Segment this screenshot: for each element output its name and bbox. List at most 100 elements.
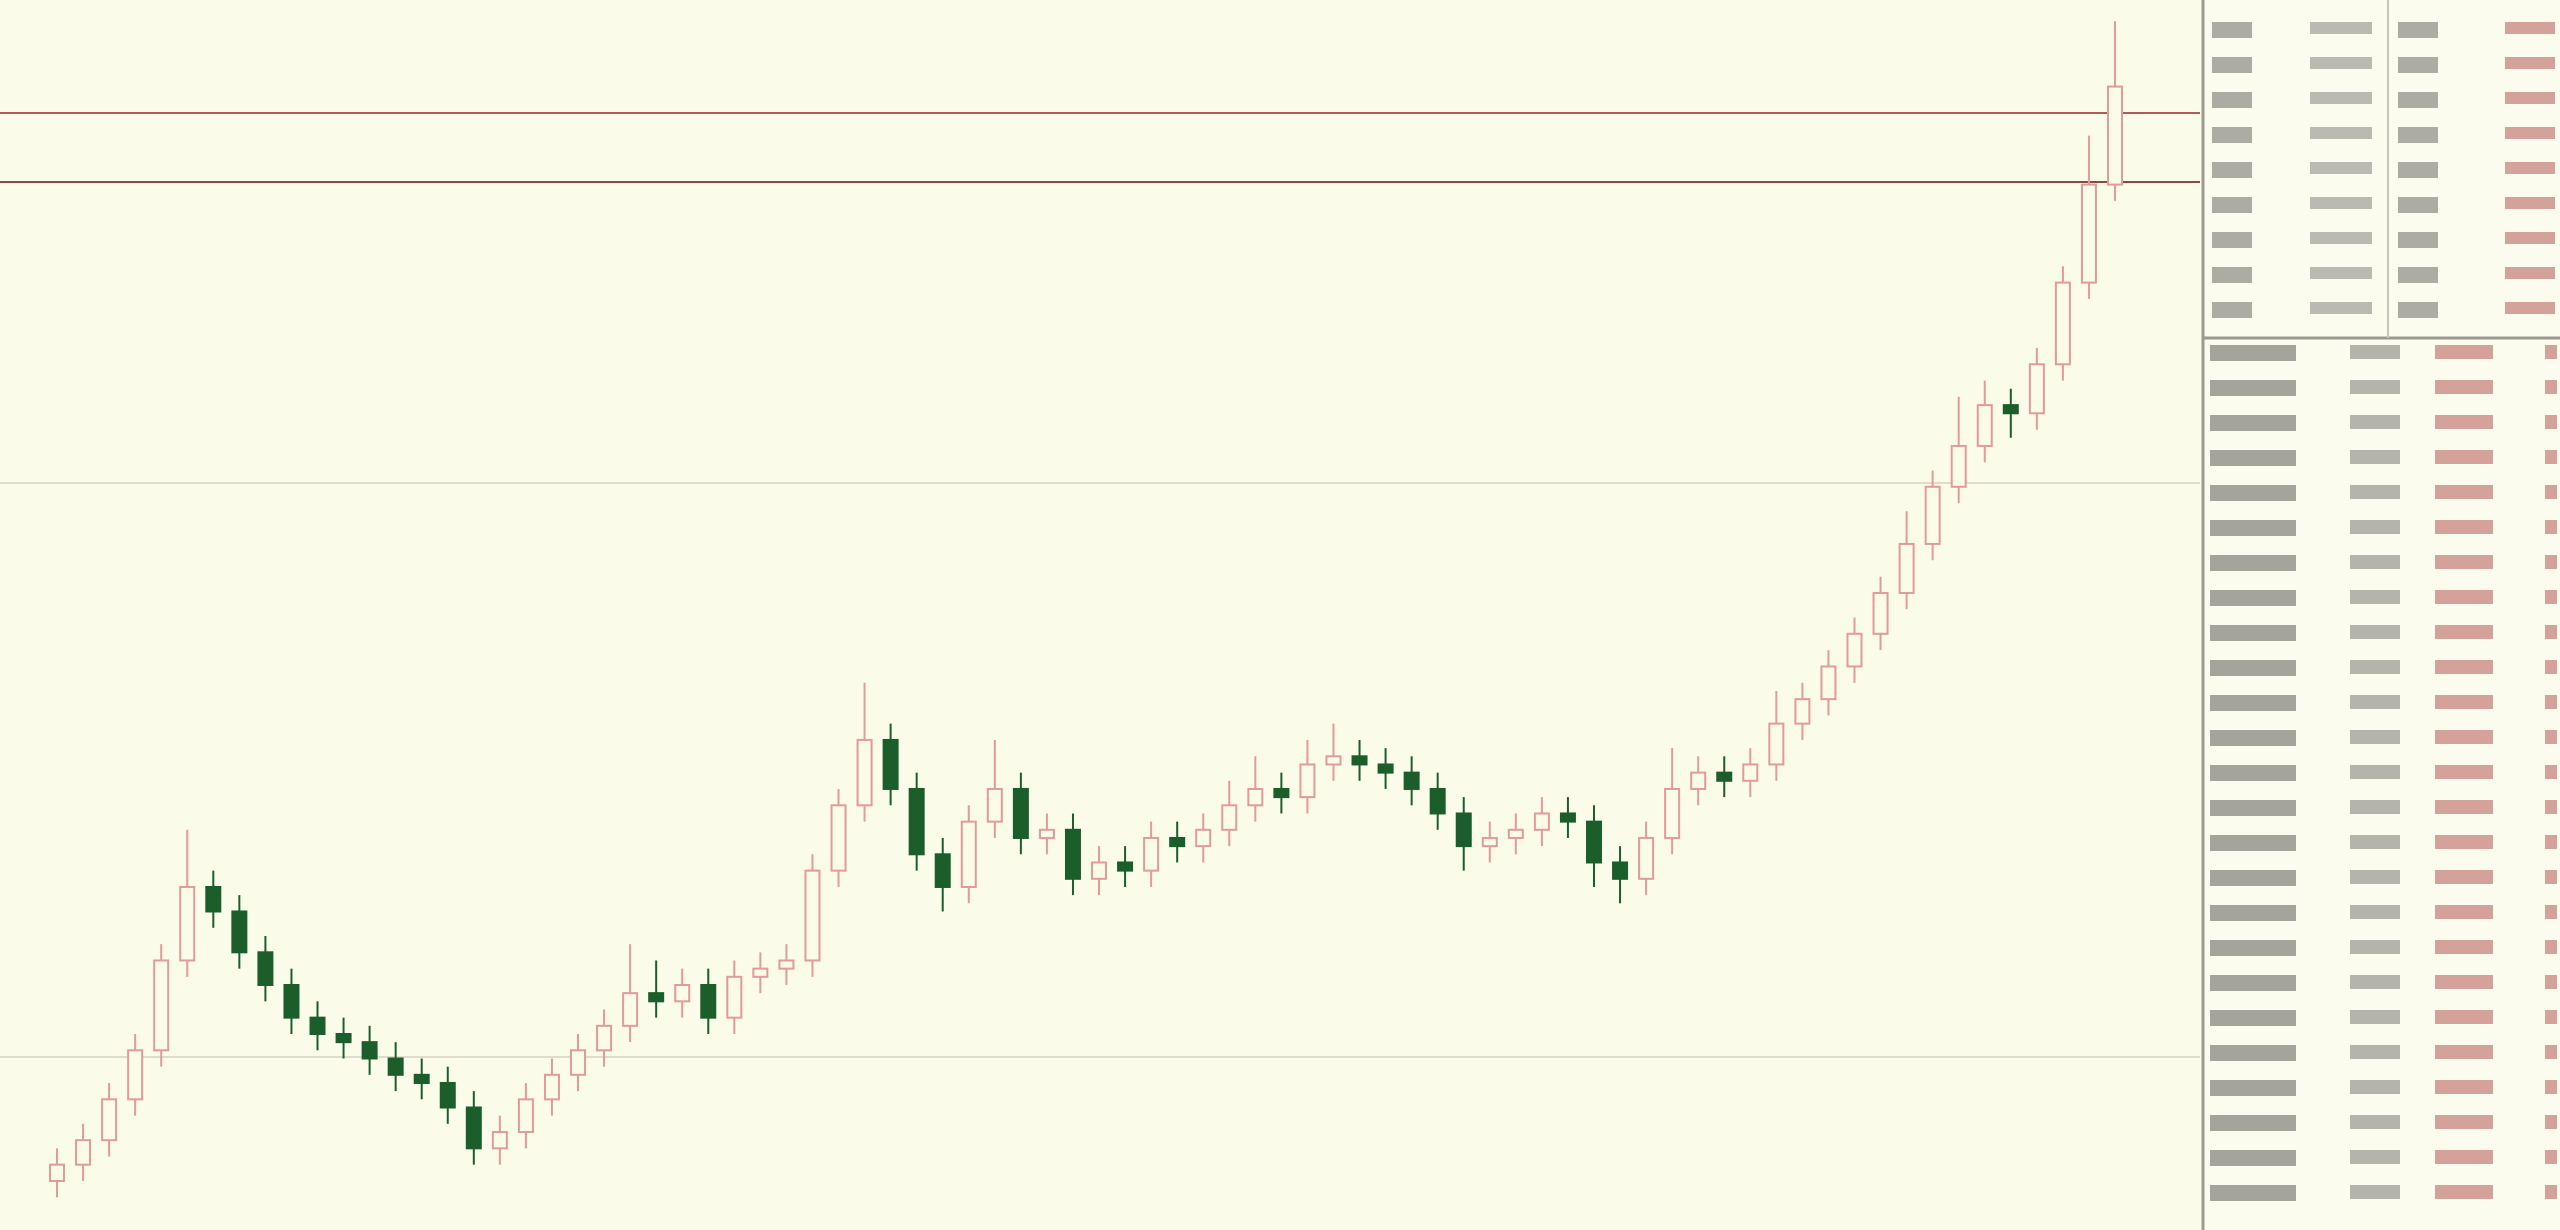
candle-body: [908, 787, 925, 856]
candle-body: [1664, 787, 1681, 839]
candle-body: [1742, 763, 1759, 782]
panel-cell: [2435, 345, 2493, 359]
panel-cell: [2210, 625, 2296, 641]
candle-body: [439, 1081, 456, 1109]
candle-body: [1455, 812, 1472, 848]
candle-body: [1898, 542, 1915, 594]
candle-body: [596, 1024, 613, 1052]
panel-cell: [2350, 1010, 2400, 1024]
panel-cell: [2545, 450, 2557, 464]
panel-cell: [2435, 905, 2493, 919]
panel-cell: [2350, 485, 2400, 499]
panel-cell: [2212, 267, 2252, 283]
panel-cell: [2545, 975, 2557, 989]
candle-body: [1950, 444, 1967, 488]
panel-cell: [2435, 380, 2493, 394]
candle-body: [622, 992, 639, 1027]
panel-cell: [2398, 232, 2438, 248]
panel-cell: [2435, 1185, 2493, 1199]
panel-cell: [2310, 57, 2372, 69]
panel-cell: [2212, 22, 2252, 38]
panel-cell: [2210, 380, 2296, 396]
panel-cell: [2435, 520, 2493, 534]
panel-cell: [2210, 765, 2296, 781]
panel-cell: [2350, 380, 2400, 394]
panel-cell: [2435, 555, 2493, 569]
candle-body: [465, 1106, 482, 1150]
panel-cell: [2545, 695, 2557, 709]
panel-cell: [2350, 940, 2400, 954]
candle-body: [75, 1139, 92, 1166]
panel-cell: [2398, 57, 2438, 73]
candle-body: [1429, 787, 1446, 815]
panel-cell: [2350, 1185, 2400, 1199]
candle-body: [778, 959, 795, 970]
panel-cell: [2435, 1080, 2493, 1094]
candle-body: [1143, 836, 1160, 872]
candle-body: [1716, 771, 1733, 782]
panel-cell: [2210, 520, 2296, 536]
panel-cell: [2435, 870, 2493, 884]
candle-body: [1690, 771, 1707, 790]
panel-cell: [2545, 940, 2557, 954]
panel-cell: [2210, 450, 2296, 466]
candle-body: [1507, 828, 1524, 839]
candle-body: [1924, 485, 1941, 545]
panel-cell: [2545, 765, 2557, 779]
candle-body: [1169, 836, 1186, 848]
candle-body: [1012, 787, 1029, 839]
candle-body: [283, 983, 300, 1019]
panel-cell: [2545, 625, 2557, 639]
panel-cell: [2310, 302, 2372, 314]
panel-cell: [2350, 765, 2400, 779]
panel-cell: [2210, 870, 2296, 886]
candle-body: [1325, 755, 1342, 766]
candle-body: [960, 820, 977, 888]
panel-cell: [2435, 800, 2493, 814]
panel-cell: [2545, 1010, 2557, 1024]
panel-cell: [2505, 232, 2555, 244]
panel-cell: [2350, 450, 2400, 464]
panel-cell: [2350, 520, 2400, 534]
candle-body: [986, 787, 1003, 823]
candle-body: [856, 738, 873, 807]
panel-cell: [2435, 975, 2493, 989]
panel-cell: [2210, 1185, 2296, 1201]
panel-cell: [2210, 800, 2296, 816]
candle-body: [648, 992, 665, 1003]
panel-cell: [2505, 302, 2555, 314]
side-panel: [2200, 0, 2560, 1230]
candle-body: [726, 975, 743, 1019]
panel-cell: [2350, 695, 2400, 709]
candle-body: [1638, 836, 1655, 880]
panel-cell: [2398, 267, 2438, 283]
candle-body: [674, 983, 691, 1003]
candle-body: [700, 983, 717, 1019]
candle-body: [2002, 404, 2019, 415]
panel-cell: [2210, 1115, 2296, 1131]
panel-cell: [2212, 57, 2252, 73]
panel-cell: [2435, 1010, 2493, 1024]
panel-cell: [2545, 590, 2557, 604]
panel-cell: [2398, 197, 2438, 213]
panel-cell: [2310, 127, 2372, 139]
panel-cell: [2210, 345, 2296, 361]
candle-body: [1351, 755, 1368, 766]
panel-cell: [2545, 345, 2557, 359]
panel-cell: [2212, 302, 2252, 318]
panel-cell: [2210, 485, 2296, 501]
panel-cell: [2505, 22, 2555, 34]
panel-cell: [2350, 1080, 2400, 1094]
candle-body: [361, 1041, 378, 1060]
candle-body: [1117, 861, 1134, 872]
candle-body: [1533, 812, 1550, 831]
panel-cell: [2350, 905, 2400, 919]
panel-cell: [2350, 730, 2400, 744]
candle-body: [1221, 804, 1238, 831]
panel-cell: [2545, 800, 2557, 814]
candle-body: [1872, 591, 1889, 635]
panel-cell: [2310, 162, 2372, 174]
